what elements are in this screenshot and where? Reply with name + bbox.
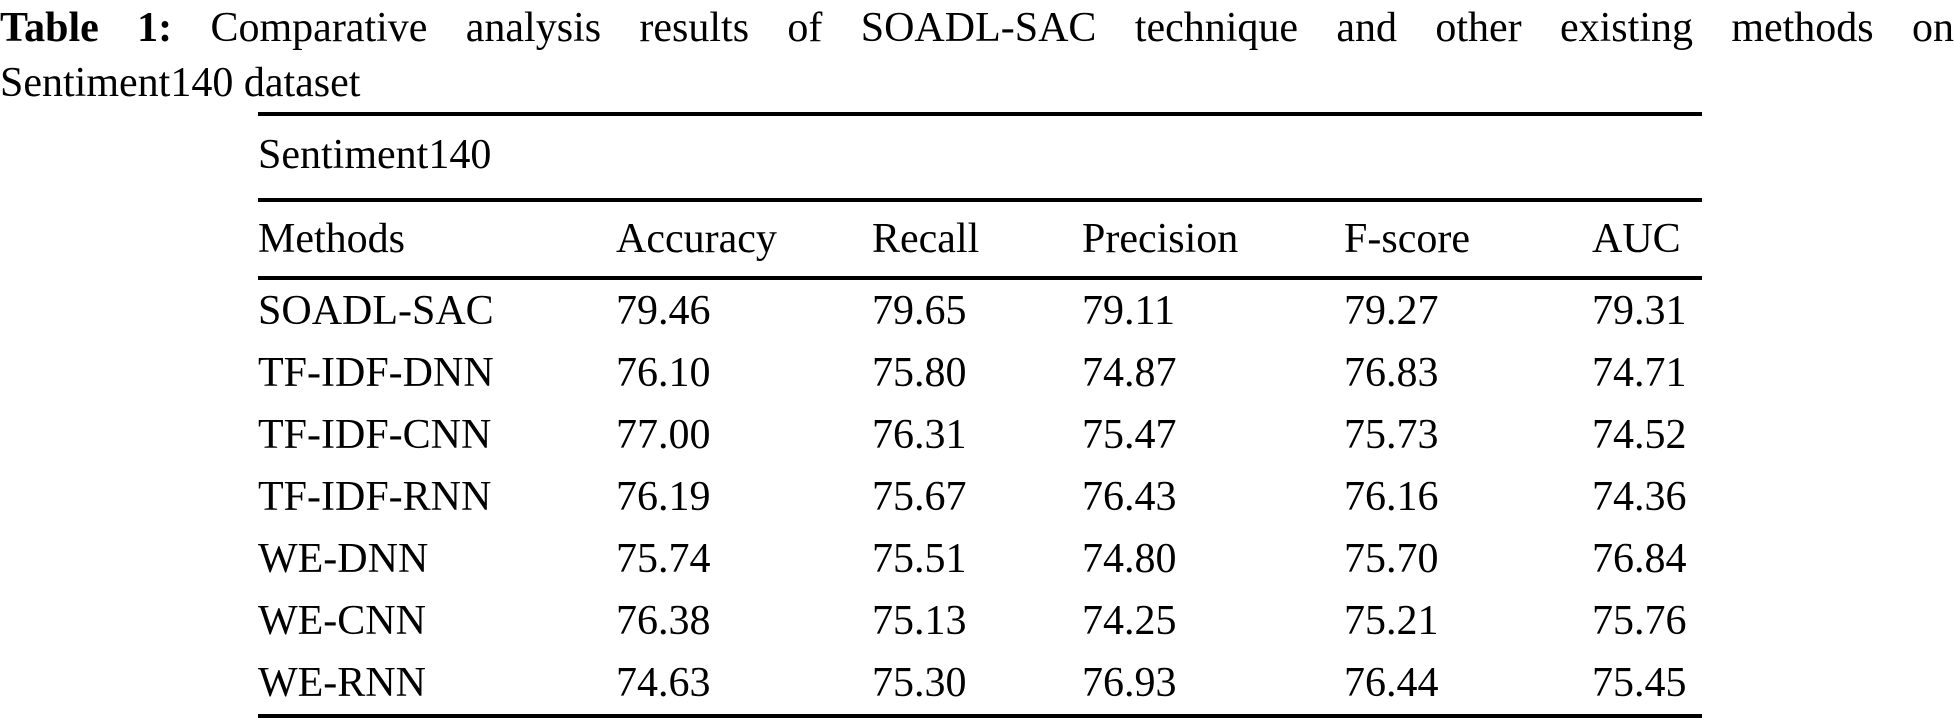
table-caption: Table 1: Comparative analysis results of…	[0, 1, 1954, 111]
method-cell: WE-CNN	[258, 598, 426, 644]
column-header-fscore: F-score	[1344, 200, 1592, 280]
value-cell: 74.52	[1592, 412, 1687, 458]
value-cell: 79.27	[1344, 288, 1439, 334]
caption-line-2: Sentiment140 dataset	[0, 60, 361, 106]
value-cell: 74.87	[1082, 350, 1177, 396]
value-cell: 75.13	[872, 598, 967, 644]
value-cell: 76.84	[1592, 536, 1687, 582]
value-cell: 76.43	[1082, 474, 1177, 520]
dataset-name: Sentiment140	[258, 112, 1703, 202]
caption-line-1: Table 1: Comparative analysis results of…	[0, 1, 1954, 56]
value-cell: 75.74	[616, 536, 711, 582]
value-cell: 75.45	[1592, 660, 1687, 706]
method-cell: WE-RNN	[258, 660, 426, 706]
caption-text: Comparative analysis results of SOADL-SA…	[210, 5, 1954, 51]
column-header-row: Methods Accuracy Recall Precision F-scor…	[258, 200, 1703, 280]
value-cell: 79.46	[616, 288, 711, 334]
value-cell: 79.65	[872, 288, 967, 334]
value-cell: 77.00	[616, 412, 711, 458]
value-cell: 75.51	[872, 536, 967, 582]
value-cell: 75.30	[872, 660, 967, 706]
value-cell: 74.36	[1592, 474, 1687, 520]
table-row: TF-IDF-CNN 77.00 76.31 75.47 75.73 74.52	[258, 404, 1702, 466]
value-cell: 76.38	[616, 598, 711, 644]
table-row: SOADL-SAC 79.46 79.65 79.11 79.27 79.31	[258, 278, 1702, 342]
value-cell: 76.44	[1344, 660, 1439, 706]
value-cell: 76.93	[1082, 660, 1177, 706]
method-cell: SOADL-SAC	[258, 288, 494, 334]
value-cell: 75.80	[872, 350, 967, 396]
value-cell: 76.10	[616, 350, 711, 396]
value-cell: 76.16	[1344, 474, 1439, 520]
table-row: WE-RNN 74.63 75.30 76.93 76.44 75.45	[258, 652, 1702, 716]
value-cell: 75.70	[1344, 536, 1439, 582]
value-cell: 74.80	[1082, 536, 1177, 582]
value-cell: 75.67	[872, 474, 967, 520]
caption-label: Table 1:	[0, 5, 173, 51]
value-cell: 74.71	[1592, 350, 1687, 396]
value-cell: 75.76	[1592, 598, 1687, 644]
method-cell: WE-DNN	[258, 536, 429, 582]
value-cell: 76.19	[616, 474, 711, 520]
value-cell: 75.73	[1344, 412, 1439, 458]
value-cell: 76.31	[872, 412, 967, 458]
table-body: SOADL-SAC 79.46 79.65 79.11 79.27 79.31 …	[258, 278, 1702, 716]
column-header-accuracy: Accuracy	[616, 200, 872, 280]
column-header-recall: Recall	[872, 200, 1082, 280]
table-row: TF-IDF-DNN 76.10 75.80 74.87 76.83 74.71	[258, 342, 1702, 404]
value-cell: 74.25	[1082, 598, 1177, 644]
method-cell: TF-IDF-CNN	[258, 412, 492, 458]
value-cell: 75.21	[1344, 598, 1439, 644]
value-cell: 75.47	[1082, 412, 1177, 458]
column-header-precision: Precision	[1082, 200, 1344, 280]
table-row: TF-IDF-RNN 76.19 75.67 76.43 76.16 74.36	[258, 466, 1702, 528]
table-row: WE-DNN 75.74 75.51 74.80 75.70 76.84	[258, 528, 1702, 590]
results-table: Sentiment140 Methods Accuracy Recall Pre…	[258, 112, 1703, 718]
method-cell: TF-IDF-DNN	[258, 350, 494, 396]
value-cell: 79.31	[1592, 288, 1687, 334]
table-row: WE-CNN 76.38 75.13 74.25 75.21 75.76	[258, 590, 1702, 652]
value-cell: 76.83	[1344, 350, 1439, 396]
value-cell: 79.11	[1082, 288, 1175, 334]
value-cell: 74.63	[616, 660, 711, 706]
dataset-header-row: Sentiment140	[258, 112, 1703, 202]
column-header-auc: AUC	[1592, 200, 1703, 280]
column-header-methods: Methods	[258, 200, 616, 280]
method-cell: TF-IDF-RNN	[258, 474, 492, 520]
